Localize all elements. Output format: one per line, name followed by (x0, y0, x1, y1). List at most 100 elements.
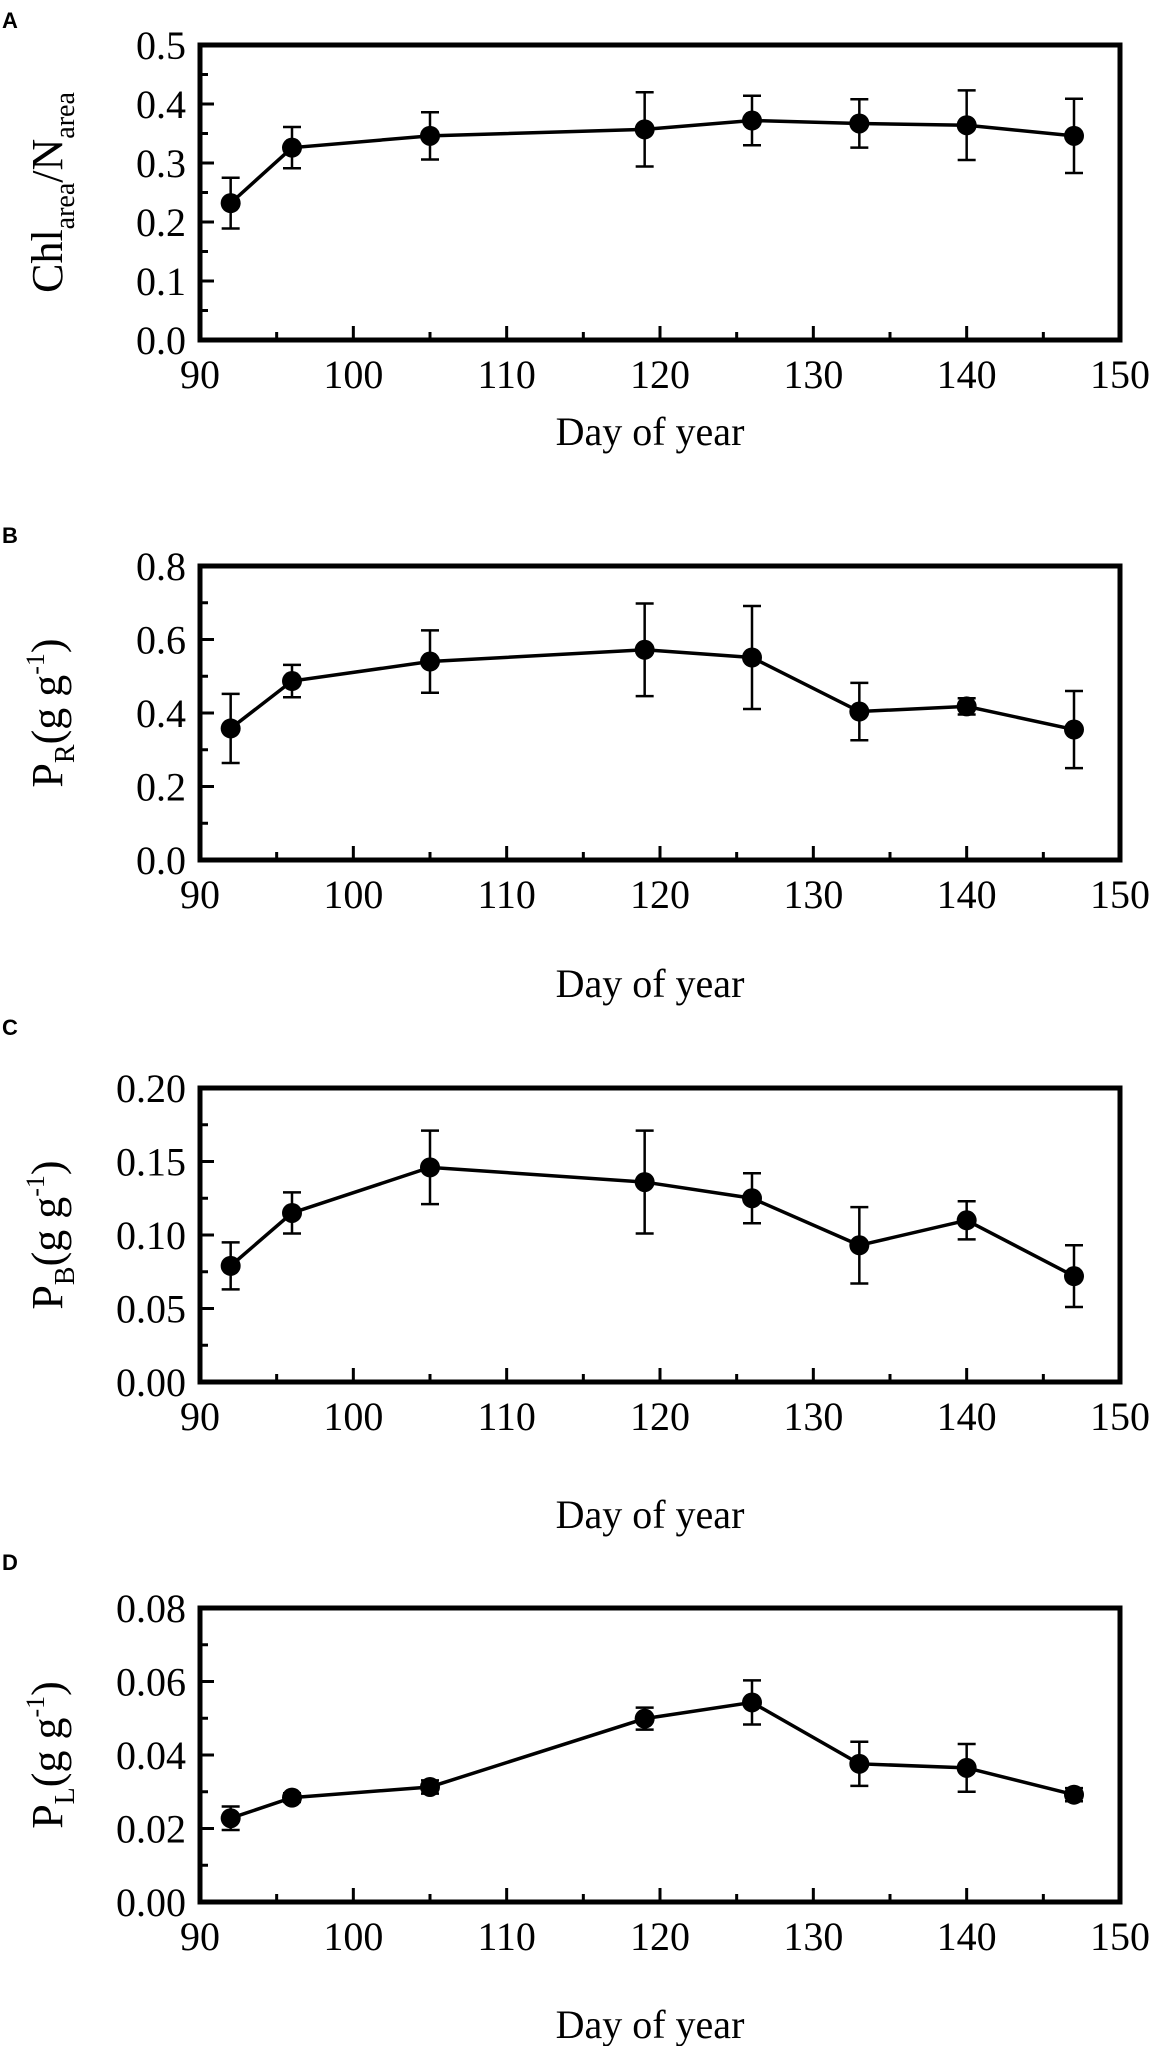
data-point-c (742, 1188, 762, 1209)
data-point-a (742, 110, 762, 131)
data-point-a (956, 115, 977, 136)
y-tick-label-a: 0.1 (136, 259, 186, 304)
data-point-b (420, 651, 440, 672)
chart-panel-a: A 90 100 110 120 130 140 150 0.0 0.1 0.2 0.3 0.4 0.5 D… (2, 8, 1150, 454)
data-point-d (956, 1757, 977, 1778)
x-tick-label-b: 150 (1090, 872, 1150, 917)
x-tick-label-b: 120 (630, 872, 690, 917)
plot-frame-a (197, 42, 1123, 343)
data-point-c (420, 1157, 440, 1178)
y-tick-label-d: 0.06 (116, 1660, 186, 1705)
data-point-c (634, 1172, 655, 1193)
x-tick-label-a: 140 (937, 352, 997, 397)
y-tick-label-b: 0.8 (136, 544, 186, 589)
x-tick-label-c: 120 (630, 1394, 690, 1439)
plot-frame-d (197, 1605, 1123, 1905)
y-tick-label-d: 0.02 (116, 1807, 186, 1852)
x-tick-label-d: 140 (937, 1914, 997, 1959)
x-tick-label-d: 130 (783, 1914, 843, 1959)
y-tick-label-c: 0.05 (116, 1287, 186, 1332)
y-tick-label-a: 0.2 (136, 200, 186, 245)
series-line-a (229, 118, 1075, 205)
data-point-a (420, 125, 440, 146)
x-axis-title-b: Day of year (556, 961, 745, 1006)
y-axis-title-b: PR(g g-1) (21, 638, 81, 787)
data-point-d (1064, 1784, 1084, 1805)
chart-panel-b: B 90 100 110 120 130 140 150 0.0 0.2 0.4 0.6 0.8 Day … (2, 523, 1150, 1006)
series-line-c (229, 1165, 1075, 1278)
x-tick-label-a: 90 (180, 352, 220, 397)
x-tick-label-c: 100 (323, 1394, 383, 1439)
chart-panel-d: D 90 100 110 120 130 140 150 0.00 0.02 0.04 0.06 0.0… (2, 1550, 1150, 2046)
x-tick-label-d: 90 (180, 1914, 220, 1959)
data-point-d (634, 1708, 655, 1729)
x-tick-label-b: 140 (937, 872, 997, 917)
data-point-a (1064, 125, 1084, 146)
x-tick-label-c: 90 (180, 1394, 220, 1439)
data-point-d (849, 1753, 870, 1774)
x-axis-title-d: Day of year (556, 2002, 745, 2046)
panel-letter-b: B (2, 523, 18, 548)
series-line-b (229, 648, 1075, 732)
y-axis-title-d: PL(g g-1) (21, 1681, 81, 1829)
y-tick-label-c: 0.00 (116, 1360, 186, 1405)
data-point-b (634, 639, 655, 660)
data-point-a (634, 119, 655, 140)
panel-letter-d: D (2, 1550, 18, 1575)
y-tick-label-c: 0.15 (116, 1140, 186, 1185)
y-tick-label-b: 0.6 (136, 618, 186, 663)
y-tick-label-a: 0.0 (136, 318, 186, 363)
x-tick-label-a: 150 (1090, 352, 1150, 397)
data-point-b (742, 647, 762, 668)
x-tick-label-d: 110 (477, 1914, 536, 1959)
y-tick-label-a: 0.5 (136, 23, 186, 68)
data-point-a (220, 193, 241, 214)
data-point-a (849, 113, 870, 134)
x-axis-title-c: Day of year (556, 1492, 745, 1537)
x-tick-label-c: 110 (477, 1394, 536, 1439)
data-point-d (220, 1808, 241, 1829)
data-point-c (220, 1255, 241, 1276)
x-tick-label-c: 130 (783, 1394, 843, 1439)
y-tick-label-a: 0.3 (136, 141, 186, 186)
x-tick-label-c: 140 (937, 1394, 997, 1439)
x-tick-label-b: 130 (783, 872, 843, 917)
x-tick-label-a: 110 (477, 352, 536, 397)
x-tick-label-a: 100 (323, 352, 383, 397)
data-point-b (956, 696, 977, 717)
data-point-c (1064, 1266, 1084, 1287)
data-point-b (849, 701, 870, 722)
x-tick-label-d: 120 (630, 1914, 690, 1959)
data-point-c (282, 1202, 302, 1223)
plot-frame-b (197, 563, 1123, 863)
plot-frame-c (197, 1085, 1123, 1385)
chart-panel-c: C 90 100 110 120 130 140 150 0.00 0.05 0.10 0.15 0.2… (2, 1015, 1150, 1537)
data-point-d (420, 1776, 440, 1797)
y-tick-label-c: 0.20 (116, 1066, 186, 1111)
y-tick-label-d: 0.04 (116, 1733, 186, 1778)
x-tick-label-d: 150 (1090, 1914, 1150, 1959)
series-line-d (230, 1700, 1075, 1820)
x-tick-label-a: 130 (783, 352, 843, 397)
x-axis-title-a: Day of year (556, 409, 745, 454)
x-tick-label-a: 120 (630, 352, 690, 397)
x-tick-label-b: 110 (477, 872, 536, 917)
panel-letter-a: A (2, 8, 18, 33)
x-tick-label-b: 90 (180, 872, 220, 917)
x-tick-label-d: 100 (323, 1914, 383, 1959)
y-tick-label-d: 0.08 (116, 1586, 186, 1631)
y-axis-title-c: PB(g g-1) (21, 1160, 81, 1309)
x-tick-label-b: 100 (323, 872, 383, 917)
y-tick-label-c: 0.10 (116, 1213, 186, 1258)
data-point-c (956, 1210, 977, 1231)
y-tick-label-b: 0.2 (136, 765, 186, 810)
y-tick-label-a: 0.4 (136, 82, 186, 127)
data-point-c (849, 1235, 870, 1256)
y-tick-label-b: 0.4 (136, 691, 186, 736)
y-axis-title-a: Chlarea/Narea (23, 92, 81, 293)
data-point-a (282, 137, 302, 158)
data-point-b (1064, 719, 1084, 740)
y-tick-label-d: 0.00 (116, 1880, 186, 1925)
data-point-b (220, 718, 241, 739)
